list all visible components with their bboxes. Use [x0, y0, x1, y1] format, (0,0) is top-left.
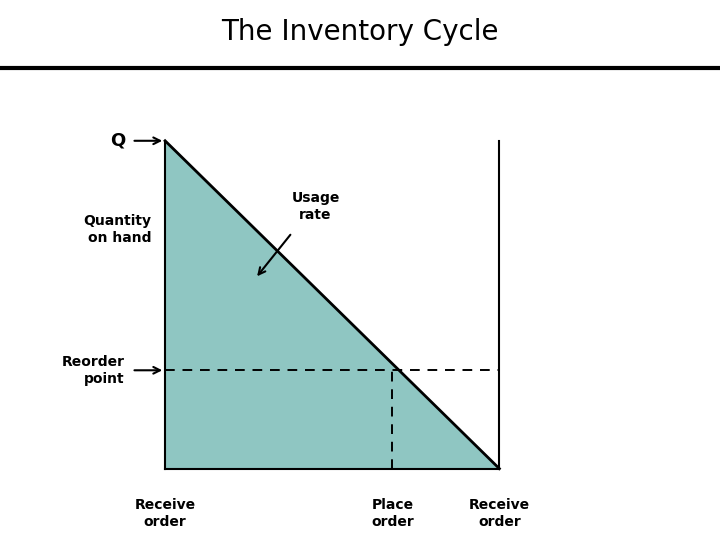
- Text: Quantity
on hand: Quantity on hand: [84, 214, 152, 245]
- Text: Reorder
point: Reorder point: [62, 355, 125, 386]
- Text: The Inventory Cycle: The Inventory Cycle: [221, 18, 499, 46]
- Text: Q: Q: [109, 132, 125, 150]
- Text: Usage
rate: Usage rate: [292, 191, 340, 222]
- Text: Receive
order: Receive order: [469, 498, 530, 529]
- Polygon shape: [165, 141, 500, 469]
- Text: Place
order: Place order: [371, 498, 414, 529]
- Text: Receive
order: Receive order: [135, 498, 196, 529]
